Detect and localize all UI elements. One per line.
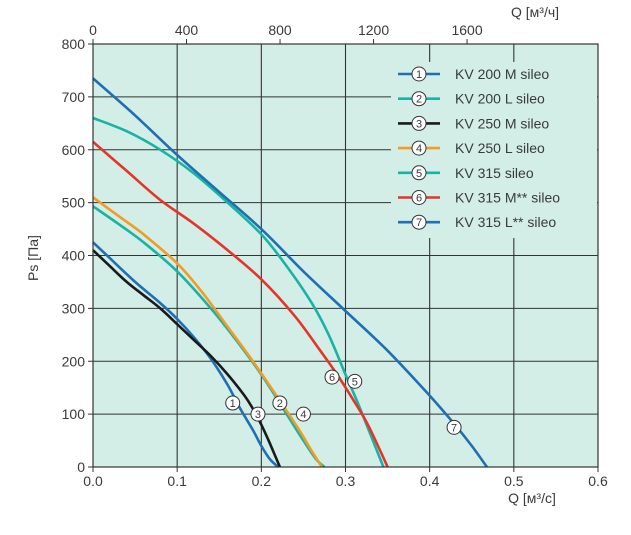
curve-marker-circle <box>272 395 288 411</box>
legend-item: 6 KV 315 M** sileo <box>398 190 560 206</box>
curve-4 <box>92 196 324 468</box>
y-tick-label: 400 <box>62 248 86 264</box>
y-tick-label: 200 <box>62 353 86 369</box>
x-axis-title: Q [м³/с] <box>508 490 556 506</box>
legend-label: KV 250 L sileo <box>455 140 545 156</box>
legend-marker-circle <box>411 66 427 82</box>
curve-marker-circle <box>347 373 363 389</box>
curve-marker-6: 6 <box>324 369 340 385</box>
x2-tick-label: 0 <box>89 22 97 38</box>
legend-item: 1 KV 200 M sileo <box>398 66 549 82</box>
legend-marker-number: 7 <box>416 217 422 229</box>
curve-marker-circle <box>446 419 462 435</box>
axes-group: 0.0 0.1 0.2 0.3 0.4 0.5 0.6 0 100 200 300 400 500 600… <box>62 22 608 489</box>
y-tick-label: 700 <box>62 89 86 105</box>
legend-marker-circle <box>411 91 427 107</box>
legend-marker-circle <box>411 115 427 131</box>
y-tick-label: 500 <box>62 195 86 211</box>
legend-label: KV 315 M** sileo <box>455 190 560 206</box>
curve-marker-4: 4 <box>295 406 311 422</box>
curve-marker-number: 6 <box>329 372 335 384</box>
y-tick-label: 300 <box>62 300 86 316</box>
x-tick-label: 0.6 <box>588 473 608 489</box>
x2-axis-title: Q [м³/ч] <box>511 4 559 20</box>
legend-marker-number: 5 <box>416 168 422 180</box>
x-tick-label: 0.1 <box>167 473 187 489</box>
x-tick-label: 0.0 <box>83 473 103 489</box>
legend: 1 KV 200 M sileo 2 KV 200 L sileo 3 KV 250 M … <box>391 62 597 238</box>
curve-1 <box>92 241 280 468</box>
curve-marker-circle <box>225 395 241 411</box>
curve-marker-number: 3 <box>255 409 261 421</box>
curve-marker-circle <box>250 406 266 422</box>
curve-markers-group: 1 2 3 4 5 6 7 <box>225 369 462 435</box>
curve-3 <box>92 249 282 468</box>
legend-marker-circle <box>411 165 427 181</box>
x-tick-label: 0.3 <box>336 473 356 489</box>
curve-marker-2: 2 <box>272 395 288 411</box>
curve-marker-1: 1 <box>225 395 241 411</box>
legend-label: KV 200 L sileo <box>455 91 545 107</box>
x-tick-label: 0.2 <box>252 473 272 489</box>
curve-marker-number: 1 <box>230 398 236 410</box>
legend-marker-circle <box>411 214 427 230</box>
legend-marker-number: 6 <box>416 193 422 205</box>
plot-frame <box>92 43 599 468</box>
curve-marker-circle <box>324 369 340 385</box>
curve-marker-number: 4 <box>300 409 306 421</box>
legend-item: 2 KV 200 L sileo <box>398 91 545 107</box>
legend-marker-number: 3 <box>416 118 422 130</box>
x2-tick-label: 400 <box>175 22 199 38</box>
x2-tick-label: 800 <box>268 22 292 38</box>
curve-marker-circle <box>295 406 311 422</box>
y-tick-label: 800 <box>62 36 86 52</box>
curve-6 <box>92 140 389 468</box>
curve-marker-number: 5 <box>352 376 358 388</box>
y-axis-title: Ps [Па] <box>25 235 41 281</box>
curve-marker-7: 7 <box>446 419 462 435</box>
legend-label: KV 315 sileo <box>455 165 534 181</box>
legend-item: 3 KV 250 M sileo <box>398 115 549 131</box>
x2-tick-label: 1200 <box>358 22 389 38</box>
legend-label: KV 250 M sileo <box>455 115 549 131</box>
legend-item: 5 KV 315 sileo <box>398 165 534 181</box>
legend-marker-number: 2 <box>416 94 422 106</box>
y-tick-label: 0 <box>77 459 85 475</box>
legend-label: KV 200 M sileo <box>455 66 549 82</box>
legend-item: 7 KV 315 L** sileo <box>398 214 556 230</box>
curve-marker-number: 7 <box>451 422 457 434</box>
x2-tick-label: 1600 <box>451 22 482 38</box>
legend-label: KV 315 L** sileo <box>455 214 556 230</box>
legend-marker-number: 1 <box>416 69 422 81</box>
y-tick-label: 600 <box>62 142 86 158</box>
legend-marker-circle <box>411 190 427 205</box>
curve-marker-3: 3 <box>250 406 266 422</box>
x-tick-label: 0.5 <box>504 473 524 489</box>
y-tick-label: 100 <box>62 406 86 422</box>
legend-marker-circle <box>411 140 427 156</box>
legend-item: 4 KV 250 L sileo <box>398 140 545 156</box>
x-tick-label: 0.4 <box>420 473 440 489</box>
legend-marker-number: 4 <box>416 143 422 155</box>
curve-5 <box>92 116 385 468</box>
curve-marker-5: 5 <box>347 373 363 389</box>
curve-marker-number: 2 <box>277 398 283 410</box>
